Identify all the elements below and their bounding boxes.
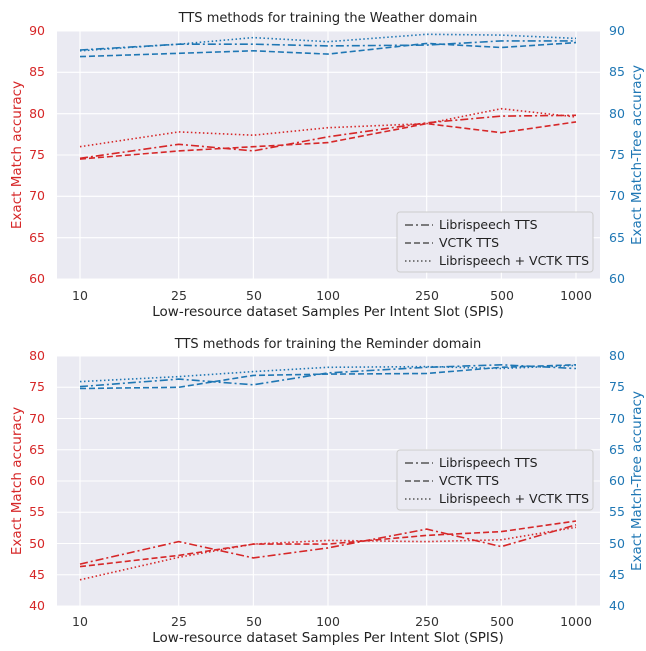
reminder-left-tick: 55 [29, 504, 45, 519]
weather-right-tick: 60 [609, 271, 625, 286]
weather-chart-title: TTS methods for training the Weather dom… [178, 11, 478, 26]
reminder-x-tick: 10 [72, 614, 88, 629]
weather-right-tick: 75 [609, 147, 625, 162]
weather-right-tick: 70 [609, 188, 625, 203]
weather-series-combined-left-line [79, 107, 577, 148]
reminder-left-tick: 60 [29, 473, 45, 488]
weather-x-tick: 25 [171, 288, 187, 303]
reminder-x-tick: 500 [490, 614, 514, 629]
reminder-legend-label-vctk: VCTK TTS [439, 473, 499, 488]
weather-left-tick-labels: 60 65 70 75 80 85 90 [29, 23, 45, 286]
reminder-series-librispeech-left-line [79, 524, 577, 565]
weather-left-axis-label: Exact Match accuracy [9, 81, 25, 229]
reminder-series-combined-left-line [79, 526, 577, 581]
weather-legend-box [396, 211, 594, 273]
reminder-right-tick: 40 [609, 598, 625, 613]
weather-left-tick: 75 [29, 147, 45, 162]
weather-x-tick: 50 [246, 288, 262, 303]
reminder-series-librispeech-right-line [79, 363, 577, 388]
reminder-left-tick: 80 [29, 348, 45, 363]
reminder-left-tick: 75 [29, 379, 45, 394]
reminder-left-tick-labels: 40 45 50 55 60 65 70 75 80 [29, 348, 45, 613]
reminder-x-tick-labels: 10 25 50 100 250 500 1000 [72, 614, 592, 629]
reminder-legend-label-librispeech: Librispeech TTS [439, 455, 538, 470]
weather-x-tick: 100 [316, 288, 340, 303]
reminder-legend-label-combined: Librispeech + VCTK TTS [439, 491, 589, 506]
reminder-series-lines [79, 363, 577, 581]
weather-legend-label-vctk: VCTK TTS [439, 235, 499, 250]
weather-right-tick: 80 [609, 106, 625, 121]
weather-right-tick: 85 [609, 64, 625, 79]
reminder-x-tick: 25 [171, 614, 187, 629]
reminder-chart-title: TTS methods for training the Reminder do… [174, 337, 482, 352]
weather-series-librispeech-left-line [79, 114, 577, 160]
reminder-x-tick: 1000 [560, 614, 592, 629]
reminder-right-tick: 55 [609, 504, 625, 519]
weather-series-vctk-right-line [79, 41, 577, 58]
reminder-left-tick: 40 [29, 598, 45, 613]
reminder-x-tick: 100 [316, 614, 340, 629]
weather-left-tick: 70 [29, 188, 45, 203]
weather-chart-panel: TTS methods for training the Weather dom… [9, 11, 645, 320]
reminder-x-tick: 250 [415, 614, 439, 629]
reminder-right-axis-label: Exact Match-Tree accuracy [629, 391, 645, 571]
reminder-legend-box [396, 449, 594, 511]
weather-series-lines [79, 33, 577, 160]
weather-x-tick: 10 [72, 288, 88, 303]
reminder-right-tick: 45 [609, 567, 625, 582]
weather-left-tick: 85 [29, 64, 45, 79]
weather-series-vctk-left-line [79, 121, 577, 160]
reminder-left-tick: 65 [29, 442, 45, 457]
weather-x-tick: 500 [490, 288, 514, 303]
weather-legend: Librispeech TTS VCTK TTS Librispeech + V… [396, 211, 594, 273]
reminder-x-axis-label: Low-resource dataset Samples Per Intent … [152, 630, 503, 646]
weather-legend-label-combined: Librispeech + VCTK TTS [439, 253, 589, 268]
reminder-legend: Librispeech TTS VCTK TTS Librispeech + V… [396, 449, 594, 511]
weather-left-tick: 90 [29, 23, 45, 38]
weather-x-axis-label: Low-resource dataset Samples Per Intent … [152, 304, 503, 320]
weather-legend-label-librispeech: Librispeech TTS [439, 217, 538, 232]
weather-x-tick-labels: 10 25 50 100 250 500 1000 [72, 288, 592, 303]
weather-left-tick: 60 [29, 271, 45, 286]
weather-left-tick: 65 [29, 230, 45, 245]
reminder-right-tick: 80 [609, 348, 625, 363]
reminder-right-tick-labels: 40 45 50 55 60 65 70 75 80 [609, 348, 625, 613]
weather-right-tick: 65 [609, 230, 625, 245]
weather-right-tick: 90 [609, 23, 625, 38]
reminder-right-tick: 70 [609, 411, 625, 426]
reminder-series-vctk-right-line [79, 364, 577, 390]
weather-series-combined-right-line [79, 33, 577, 52]
reminder-right-tick: 65 [609, 442, 625, 457]
weather-x-tick: 250 [415, 288, 439, 303]
weather-x-tick: 1000 [560, 288, 592, 303]
reminder-left-axis-label: Exact Match accuracy [9, 407, 25, 555]
weather-left-tick: 80 [29, 106, 45, 121]
reminder-right-tick: 60 [609, 473, 625, 488]
reminder-series-combined-right-line [79, 364, 577, 383]
reminder-left-tick: 45 [29, 567, 45, 582]
reminder-left-tick: 70 [29, 411, 45, 426]
reminder-chart-panel: TTS methods for training the Reminder do… [9, 337, 645, 646]
reminder-left-tick: 50 [29, 536, 45, 551]
weather-series-librispeech-right-line [79, 40, 576, 51]
weather-grid [57, 30, 600, 280]
reminder-right-tick: 50 [609, 536, 625, 551]
weather-right-tick-labels: 60 65 70 75 80 85 90 [609, 23, 625, 286]
reminder-series-vctk-left-line [79, 520, 577, 568]
reminder-x-tick: 50 [246, 614, 262, 629]
reminder-right-tick: 75 [609, 379, 625, 394]
weather-right-axis-label: Exact Match-Tree accuracy [629, 65, 645, 245]
